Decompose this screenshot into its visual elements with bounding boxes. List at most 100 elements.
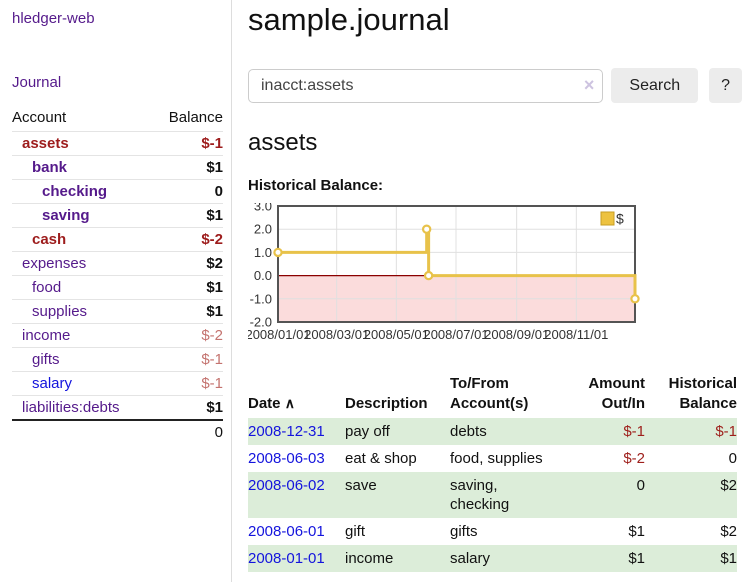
transaction-date-link[interactable]: 2008-06-01: [248, 523, 325, 540]
transaction-accounts: gifts: [450, 523, 478, 540]
x-tick-label: 2008/09/01: [484, 327, 549, 342]
account-row-expenses: expenses $2: [12, 251, 223, 276]
x-tick-label: 2008/01/01: [248, 327, 311, 342]
chart-title: Historical Balance:: [248, 177, 384, 194]
account-balance: $1: [152, 155, 223, 180]
register-header-row: Date ∧ Description To/From Account(s) Am…: [248, 372, 737, 418]
account-link-assets[interactable]: assets: [22, 135, 69, 152]
y-tick-label: -2.0: [250, 315, 272, 330]
data-point-marker: [630, 294, 640, 304]
transaction-amount: $1: [628, 550, 645, 567]
help-button[interactable]: ?: [709, 68, 742, 103]
account-balance: $-1: [152, 347, 223, 372]
account-row-cash: cash $-2: [12, 227, 223, 252]
transaction-accounts: food, supplies: [450, 450, 543, 467]
transaction-balance: 0: [728, 450, 737, 467]
account-balance: $-2: [152, 323, 223, 348]
register-row: 2008-12-31 pay off debts $-1 $-1: [248, 418, 737, 445]
transaction-accounts: saving, checking: [450, 477, 510, 513]
transaction-date-link[interactable]: 2008-12-31: [248, 423, 325, 440]
account-heading: assets: [248, 129, 318, 156]
legend-swatch: [600, 211, 615, 226]
historical-balance-chart: 3.0 2.0 1.0 0.0 -1.0 -2.02008/01/012008/03/01…: [245, 199, 640, 342]
transaction-description: pay off: [345, 423, 390, 440]
account-balance: $-1: [152, 131, 223, 156]
register-table: Date ∧ Description To/From Account(s) Am…: [248, 372, 737, 572]
account-link-gifts[interactable]: gifts: [32, 351, 60, 368]
account-balance: $1: [152, 275, 223, 300]
accounts-total-row: 0: [12, 419, 223, 444]
transaction-amount: $-2: [623, 450, 645, 467]
accounts-header-account: Account: [12, 109, 67, 126]
chart-container: 3.0 2.0 1.0 0.0 -1.0 -2.0 2008/01/01 2008/03/01…: [245, 199, 742, 352]
y-tick-label: -1.0: [250, 291, 272, 306]
account-row-checking: checking 0: [12, 179, 223, 204]
accounts-total-balance: 0: [152, 419, 223, 444]
main-content: sample.journal × Search ? assets Histori…: [245, 0, 742, 572]
account-link-checking[interactable]: checking: [42, 183, 108, 200]
transaction-amount: 0: [636, 477, 645, 494]
app-title-link[interactable]: hledger-web: [12, 10, 95, 27]
register-header-balance: Historical Balance: [668, 375, 737, 412]
transaction-balance: $-1: [715, 423, 737, 440]
transaction-description: save: [345, 477, 377, 494]
transaction-accounts: debts: [450, 423, 487, 440]
transaction-description: eat & shop: [345, 450, 417, 467]
account-link-expenses[interactable]: expenses: [22, 255, 87, 272]
register-header-date[interactable]: Date ∧: [248, 395, 295, 412]
register-header-description: Description: [345, 395, 428, 412]
search-button[interactable]: Search: [611, 68, 699, 103]
account-link-saving[interactable]: saving: [42, 207, 90, 224]
accounts-header-row: Account Balance: [12, 106, 223, 132]
clear-search-icon[interactable]: ×: [583, 74, 595, 95]
account-link-food[interactable]: food: [32, 279, 62, 296]
accounts-header-balance: Balance: [168, 109, 223, 126]
transaction-balance: $1: [720, 550, 737, 567]
x-tick-label: 2008/07/01: [423, 327, 488, 342]
transaction-accounts: salary: [450, 550, 491, 567]
search-input[interactable]: [248, 68, 604, 103]
account-balance: $2: [152, 251, 223, 276]
legend-label: $: [616, 211, 624, 227]
account-row-assets: assets $-1: [12, 131, 223, 156]
y-tick-label: 2.0: [254, 222, 272, 237]
account-row-gifts: gifts $-1: [12, 347, 223, 372]
account-row-salary: salary $-1: [12, 371, 223, 396]
plot-border: [277, 205, 636, 323]
account-row-food: food $1: [12, 275, 223, 300]
accounts-tree-table: Account Balance assets $-1 bank $1 check…: [12, 106, 223, 444]
transaction-balance: $2: [720, 477, 737, 494]
transaction-description: income: [345, 550, 394, 567]
x-tick-label: 2008/05/01: [364, 327, 429, 342]
sidebar: hledger-web Journal Account Balance asse…: [0, 0, 232, 582]
data-point-marker: [423, 270, 434, 281]
account-balance: $1: [152, 299, 223, 324]
data-point-marker: [421, 224, 432, 234]
x-tick-label: 2008/03/01: [304, 327, 369, 342]
account-link-supplies[interactable]: supplies: [32, 303, 88, 320]
search-form: × Search ?: [248, 68, 742, 103]
page-title: sample.journal: [248, 2, 450, 37]
account-balance: 0: [152, 179, 223, 204]
account-link-income[interactable]: income: [22, 327, 71, 344]
account-row-saving: saving $1: [12, 203, 223, 228]
transaction-description: gift: [345, 523, 366, 540]
data-point-marker: [273, 247, 283, 258]
account-link-salary[interactable]: salary: [32, 375, 73, 392]
sidebar-item-journal[interactable]: Journal: [12, 74, 62, 91]
account-row-bank: bank $1: [12, 155, 223, 180]
sort-ascending-icon: ∧: [284, 395, 295, 411]
transaction-date-link[interactable]: 2008-06-03: [248, 450, 325, 467]
register-row: 2008-06-02 save saving, checking 0 $2: [248, 472, 737, 518]
account-link-bank[interactable]: bank: [32, 159, 68, 176]
register-row: 2008-06-01 gift gifts $1 $2: [248, 518, 737, 545]
account-row-income: income $-2: [12, 323, 223, 348]
y-tick-label: 0.0: [254, 268, 272, 283]
account-link-liabilities-debts[interactable]: liabilities:debts: [22, 399, 120, 416]
transaction-date-link[interactable]: 2008-01-01: [248, 550, 325, 567]
transaction-date-link[interactable]: 2008-06-02: [248, 477, 325, 494]
account-row-liabilities-debts: liabilities:debts $1: [12, 395, 223, 420]
transaction-balance: $2: [720, 523, 737, 540]
account-link-cash[interactable]: cash: [32, 231, 67, 248]
account-balance: $-1: [152, 371, 223, 396]
